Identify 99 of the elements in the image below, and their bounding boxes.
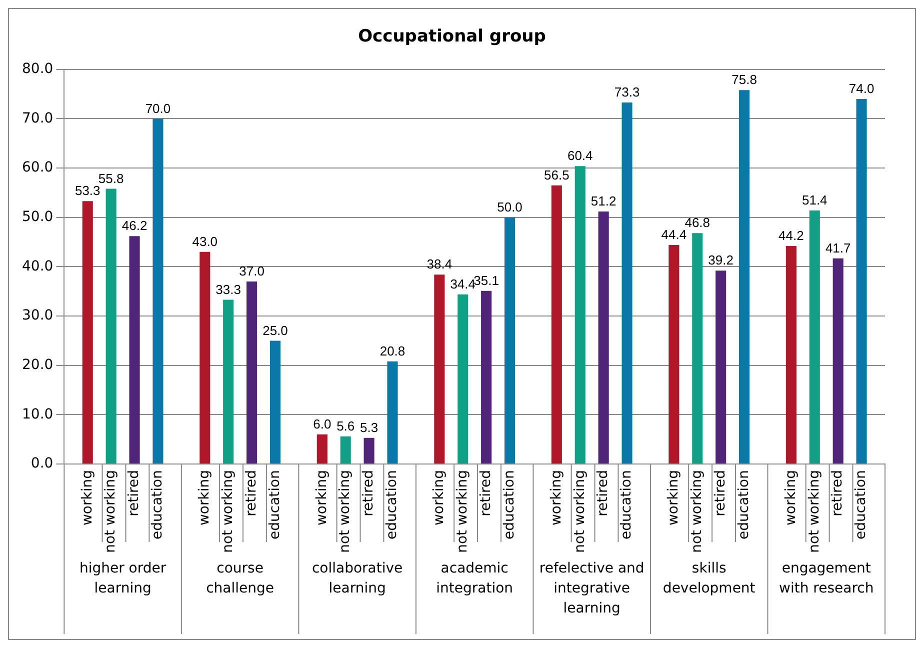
- bar: [809, 210, 820, 464]
- data-label: 51.2: [590, 194, 616, 209]
- text: working: [79, 470, 96, 526]
- data-label: 73.3: [614, 84, 640, 100]
- data-label: 50.0: [497, 199, 522, 214]
- data-label: 46.2: [122, 218, 148, 234]
- text: education: [618, 470, 635, 540]
- data-label: 41.7: [825, 240, 851, 256]
- y-tick-label: 30.0: [22, 308, 54, 324]
- text: retired: [712, 470, 728, 516]
- x-tick-label: collaborative learning: [312, 560, 403, 597]
- bar: [598, 211, 609, 464]
- y-tick-label: 10.0: [22, 406, 54, 422]
- bar: [129, 236, 140, 464]
- bar: [574, 166, 586, 464]
- text: retired: [126, 470, 142, 516]
- bar: [504, 217, 516, 464]
- x-tick-label: academic integration: [436, 560, 514, 597]
- y-tick-label: 60.0: [22, 160, 54, 176]
- text: working: [196, 470, 213, 526]
- bar: [246, 282, 258, 464]
- x-tick-label: engagement with research: [779, 560, 874, 597]
- text: working: [431, 470, 448, 526]
- text: not working: [337, 470, 354, 553]
- data-label: 74.0: [848, 81, 874, 96]
- data-label: 6.0: [313, 416, 332, 432]
- bar: [832, 258, 844, 464]
- data-label: 56.5: [544, 167, 570, 182]
- x-tick-label: higher order learning: [79, 560, 166, 597]
- data-label: 51.4: [802, 192, 828, 208]
- text: education: [501, 470, 518, 540]
- data-label: 5.6: [336, 418, 355, 434]
- bar: [856, 98, 867, 464]
- text: not working: [454, 470, 470, 553]
- bar: [786, 246, 796, 464]
- text: not working: [806, 470, 822, 553]
- text: not working: [220, 470, 236, 553]
- data-label: 53.3: [74, 183, 100, 198]
- data-label: 43.0: [192, 234, 218, 249]
- x-tick-label: skills development: [662, 560, 756, 597]
- text: retired: [243, 470, 260, 516]
- bar: [692, 233, 703, 464]
- bar: [668, 244, 680, 464]
- data-label: 75.8: [732, 72, 757, 88]
- text: education: [384, 470, 400, 540]
- bar: [340, 436, 351, 464]
- data-label: 70.0: [145, 100, 171, 116]
- data-label: 39.2: [708, 252, 734, 268]
- x-tick-label: course challenge: [206, 560, 274, 597]
- data-label: 46.8: [684, 215, 710, 230]
- text: working: [548, 470, 564, 526]
- bar: [82, 201, 93, 464]
- bar: [223, 300, 234, 464]
- data-label: 25.0: [262, 322, 288, 338]
- text: retired: [595, 470, 612, 516]
- y-tick-label: 80.0: [22, 61, 54, 78]
- data-label: 60.4: [567, 148, 593, 164]
- text: education: [853, 470, 870, 540]
- text: working: [666, 470, 682, 526]
- text: working: [782, 470, 799, 526]
- bar: [739, 90, 750, 464]
- y-tick-label: 0.0: [30, 456, 54, 472]
- data-label: 37.0: [239, 264, 264, 279]
- text: working: [314, 470, 330, 526]
- data-label: 33.3: [216, 282, 241, 297]
- text: education: [736, 470, 752, 540]
- y-tick-label: 50.0: [22, 209, 54, 226]
- data-label: 5.3: [360, 420, 378, 435]
- y-tick-label: 40.0: [22, 258, 54, 274]
- text: not working: [102, 470, 119, 553]
- data-label: 55.8: [98, 170, 124, 186]
- bar: [434, 274, 445, 464]
- text: not working: [689, 470, 706, 553]
- text: retired: [478, 470, 494, 516]
- data-label: 44.2: [778, 228, 804, 244]
- x-tick-label: refelective and integrative learning: [539, 560, 644, 617]
- y-tick-label: 20.0: [22, 356, 54, 373]
- chart-title: Occupational group: [358, 26, 546, 47]
- bar: [458, 294, 468, 464]
- text: not working: [572, 470, 588, 553]
- data-label: 44.4: [661, 227, 687, 242]
- bar: [152, 118, 164, 464]
- bar: [364, 438, 374, 464]
- bar: [316, 434, 328, 464]
- bar: [270, 340, 281, 464]
- bar: [551, 185, 562, 464]
- text: education: [266, 470, 283, 540]
- data-label: 38.4: [426, 256, 452, 272]
- bar: [481, 290, 492, 464]
- text: retired: [360, 470, 377, 516]
- bar: [200, 252, 210, 464]
- bar: [716, 270, 726, 464]
- text: retired: [830, 470, 846, 516]
- data-label: 20.8: [380, 343, 406, 358]
- bar: [387, 361, 398, 464]
- bar: [622, 102, 632, 464]
- bar: [106, 188, 116, 464]
- text: education: [150, 470, 166, 540]
- y-tick-label: 70.0: [22, 110, 54, 126]
